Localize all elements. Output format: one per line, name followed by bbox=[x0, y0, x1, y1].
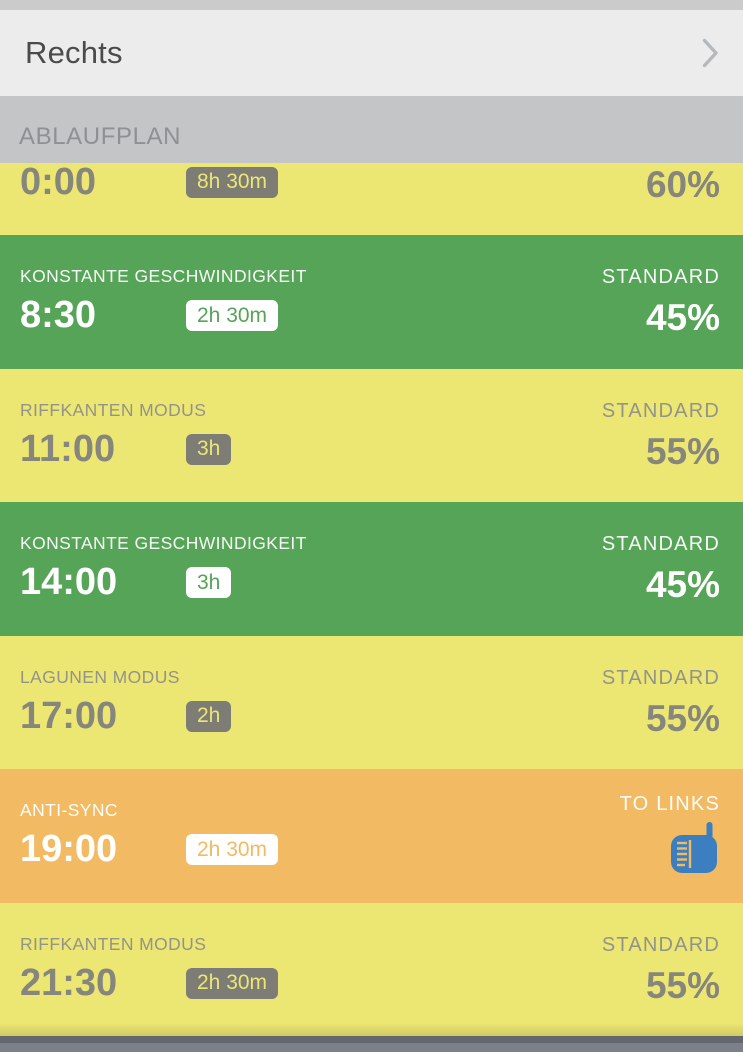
row-right: STANDARD 45% bbox=[602, 266, 720, 337]
time-line: 11:00 3h bbox=[20, 427, 232, 471]
schedule-list: 0:00 8h 30m 60% KONSTANTE GESCHWINDIGKEI… bbox=[0, 101, 743, 1036]
mode-label: LAGUNEN MODUS bbox=[20, 666, 180, 687]
row-left: KONSTANTE GESCHWINDIGKEIT 8:30 2h 30m bbox=[20, 266, 307, 337]
section-header-ablaufplan: ABLAUFPLAN bbox=[0, 96, 743, 163]
row-left: KONSTANTE GESCHWINDIGKEIT 14:00 3h bbox=[20, 533, 307, 604]
start-time: 0:00 bbox=[20, 160, 97, 203]
start-time: 17:00 bbox=[20, 694, 118, 737]
mode-type-label: STANDARD bbox=[601, 266, 720, 289]
row-right: STANDARD 55% bbox=[602, 934, 720, 1005]
intensity-value: 45% bbox=[645, 297, 720, 339]
row-left: RIFFKANTEN MODUS 11:00 3h bbox=[20, 399, 232, 471]
duration-badge: 3h bbox=[186, 433, 232, 465]
section-title: ABLAUFPLAN bbox=[19, 123, 182, 150]
mode-label: RIFFKANTEN MODUS bbox=[20, 933, 207, 954]
mode-label: ANTI-SYNC bbox=[20, 800, 118, 821]
status-bar-strip bbox=[0, 0, 743, 10]
duration-badge: 3h bbox=[186, 567, 232, 599]
nav-row-rechts[interactable]: Rechts bbox=[0, 10, 743, 96]
time-line: 17:00 2h bbox=[20, 694, 232, 738]
schedule-row[interactable]: RIFFKANTEN MODUS 11:00 3h STANDARD 55% bbox=[0, 368, 743, 502]
row-left: RIFFKANTEN MODUS 21:30 2h 30m bbox=[20, 933, 279, 1005]
intensity-value: 45% bbox=[645, 564, 720, 606]
chevron-right-icon bbox=[702, 38, 719, 68]
row-left: ANTI-SYNC 19:00 2h 30m bbox=[20, 800, 279, 871]
intensity-value: 55% bbox=[645, 430, 720, 472]
mode-type-label: TO LINKS bbox=[619, 792, 720, 815]
mode-type-label: STANDARD bbox=[601, 533, 720, 556]
time-line: 19:00 2h 30m bbox=[20, 828, 279, 871]
mode-type-label: STANDARD bbox=[601, 666, 720, 689]
bottom-section-divider bbox=[0, 1036, 743, 1043]
start-time: 19:00 bbox=[20, 828, 118, 871]
row-right: STANDARD 45% bbox=[602, 533, 720, 604]
row-right: TO LINKS bbox=[620, 793, 720, 879]
row-left: LAGUNEN MODUS 17:00 2h bbox=[20, 666, 232, 738]
time-line: 8:30 2h 30m bbox=[20, 294, 307, 337]
row-left: 0:00 8h 30m bbox=[20, 133, 279, 204]
start-time: 8:30 bbox=[20, 294, 97, 337]
duration-badge: 2h 30m bbox=[186, 834, 279, 866]
mode-type-label: STANDARD bbox=[601, 399, 720, 422]
schedule-row[interactable]: KONSTANTE GESCHWINDIGKEIT 8:30 2h 30m ST… bbox=[0, 235, 743, 369]
mode-label: KONSTANTE GESCHWINDIGKEIT bbox=[20, 533, 307, 554]
duration-badge: 2h 30m bbox=[186, 967, 279, 999]
nav-title: Rechts bbox=[25, 35, 123, 70]
duration-badge: 2h 30m bbox=[186, 300, 279, 332]
time-line: 21:30 2h 30m bbox=[20, 961, 279, 1005]
duration-badge: 8h 30m bbox=[186, 166, 279, 198]
intensity-value: 60% bbox=[645, 163, 720, 205]
schedule-row[interactable]: ANTI-SYNC 19:00 2h 30m TO LINKS bbox=[0, 769, 743, 903]
time-line: 14:00 3h bbox=[20, 561, 307, 604]
mode-type-label: STANDARD bbox=[601, 933, 720, 956]
schedule-row[interactable]: KONSTANTE GESCHWINDIGKEIT 14:00 3h STAND… bbox=[0, 502, 743, 636]
pump-icon bbox=[670, 821, 720, 879]
start-time: 21:30 bbox=[20, 961, 118, 1004]
mode-label: RIFFKANTEN MODUS bbox=[20, 399, 207, 420]
row-right: STANDARD 55% bbox=[602, 667, 720, 738]
start-time: 14:00 bbox=[20, 561, 118, 604]
row-right: STANDARD 55% bbox=[602, 400, 720, 471]
intensity-value: 55% bbox=[645, 964, 720, 1006]
row-right: 60% bbox=[646, 133, 720, 204]
intensity-value: 55% bbox=[645, 697, 720, 739]
mode-label: KONSTANTE GESCHWINDIGKEIT bbox=[20, 266, 307, 287]
start-time: 11:00 bbox=[20, 427, 116, 470]
schedule-row[interactable]: RIFFKANTEN MODUS 21:30 2h 30m STANDARD 5… bbox=[0, 902, 743, 1036]
bottom-section-strip bbox=[0, 1043, 743, 1052]
duration-badge: 2h bbox=[186, 700, 232, 732]
time-line: 0:00 8h 30m bbox=[20, 160, 279, 204]
schedule-row[interactable]: LAGUNEN MODUS 17:00 2h STANDARD 55% bbox=[0, 635, 743, 769]
